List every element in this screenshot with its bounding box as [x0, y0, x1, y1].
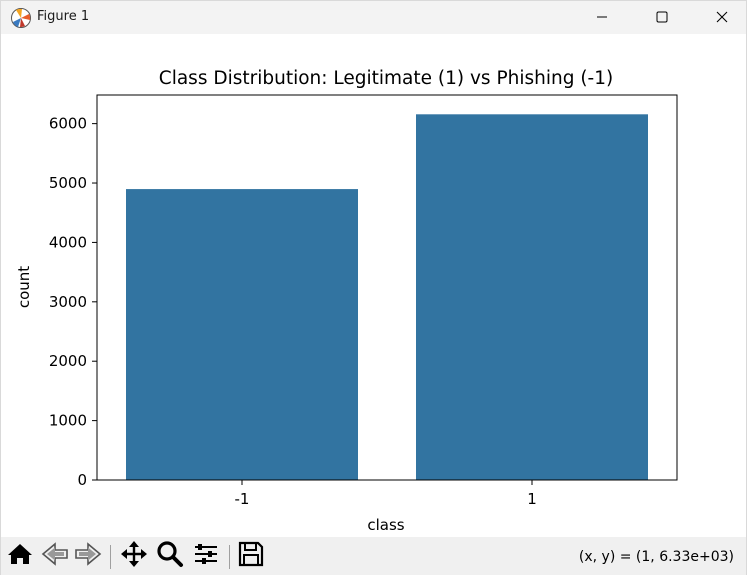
matplotlib-app-icon — [10, 7, 32, 29]
bars-group — [126, 114, 648, 480]
close-icon — [716, 8, 728, 27]
title-bar: Figure 1 — [1, 1, 746, 34]
forward-icon — [74, 542, 102, 570]
toolbar-separator — [229, 545, 230, 569]
y-tick-label: 0 — [77, 471, 87, 489]
y-tick-label: 2000 — [49, 352, 87, 370]
pan-button[interactable] — [119, 540, 149, 572]
maximize-icon — [656, 8, 668, 27]
x-axis-ticks: -1 1 — [235, 480, 537, 508]
x-tick-label: -1 — [235, 490, 250, 508]
zoom-icon — [156, 540, 184, 572]
y-axis-ticks: 0 1000 2000 3000 4000 5000 6000 — [49, 115, 97, 489]
bar-1 — [416, 114, 648, 480]
bar-chart: Class Distribution: Legitimate (1) vs Ph… — [15, 68, 678, 534]
home-icon — [7, 542, 33, 570]
back-icon — [41, 542, 69, 570]
close-button[interactable] — [699, 1, 745, 34]
home-button[interactable] — [5, 542, 35, 570]
save-button[interactable] — [236, 540, 266, 572]
axes-frame — [96, 94, 678, 481]
save-icon — [237, 540, 265, 572]
x-axis-label: class — [367, 516, 404, 534]
maximize-button[interactable] — [639, 1, 685, 34]
window-title: Figure 1 — [37, 9, 90, 24]
minimize-icon — [596, 8, 608, 27]
y-tick-label: 3000 — [49, 293, 87, 311]
figure-canvas[interactable]: Class Distribution: Legitimate (1) vs Ph… — [1, 34, 746, 537]
y-tick-label: 6000 — [49, 115, 87, 133]
back-button[interactable] — [40, 542, 70, 570]
chart-title: Class Distribution: Legitimate (1) vs Ph… — [159, 68, 613, 89]
y-axis-label: count — [15, 266, 33, 308]
cursor-coordinates-readout: (x, y) = (1, 6.33e+03) — [578, 549, 734, 565]
configure-subplots-button[interactable] — [191, 542, 221, 570]
pan-icon — [120, 540, 148, 572]
minimize-button[interactable] — [579, 1, 625, 34]
configure-subplots-icon — [192, 540, 220, 572]
x-tick-label: 1 — [527, 490, 537, 508]
bar--1 — [126, 189, 358, 480]
forward-button[interactable] — [73, 542, 103, 570]
navigation-toolbar: (x, y) = (1, 6.33e+03) — [1, 537, 746, 575]
zoom-button[interactable] — [155, 540, 185, 572]
y-tick-label: 4000 — [49, 233, 87, 251]
y-tick-label: 5000 — [49, 174, 87, 192]
y-tick-label: 1000 — [49, 412, 87, 430]
toolbar-separator — [110, 545, 111, 569]
